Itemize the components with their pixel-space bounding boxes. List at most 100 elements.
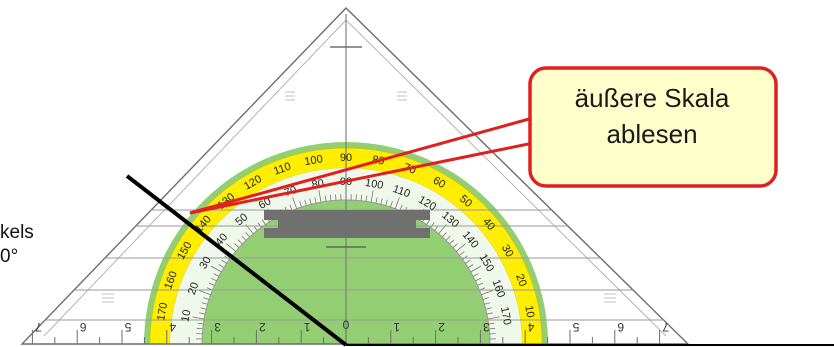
outer-scale-label: 100 (304, 153, 324, 168)
arc-tick (208, 282, 215, 286)
arc-tick (261, 219, 266, 225)
inner-scale-label: 20 (186, 281, 201, 297)
arc-tick (355, 194, 357, 201)
ruler-label: 3 (483, 320, 490, 334)
arc-tick (365, 195, 368, 202)
left-text-line-2: 0° (0, 246, 19, 267)
arc-tick (445, 235, 451, 241)
ruler-label: 0 (343, 318, 350, 332)
outer-scale-label: 170 (155, 302, 170, 322)
arc-tick (309, 198, 312, 205)
arc-tick (394, 197, 400, 209)
arc-tick (459, 251, 465, 256)
callout-box (528, 66, 778, 188)
ruler-label: 5 (124, 320, 131, 334)
arc-tick (292, 197, 298, 209)
callout-text: äußere Skala ablesen (532, 80, 772, 152)
arc-tick (211, 277, 217, 282)
arc-tick (488, 322, 495, 325)
arc-tick (475, 277, 481, 282)
arc-tick (199, 312, 206, 315)
outer-scale-label: 110 (272, 160, 293, 177)
outer-scale-label: 20 (513, 273, 528, 289)
arc-tick (370, 190, 374, 203)
arc-tick (467, 264, 474, 269)
arc-tick (472, 273, 479, 277)
arc-tick (426, 219, 431, 225)
small-marks (102, 91, 616, 303)
ruler-label: 2 (438, 320, 445, 334)
grip-bar (264, 210, 430, 238)
protractor-inner-band (170, 168, 522, 344)
outer-scale-label: 60 (431, 175, 448, 192)
arc-tick (221, 259, 227, 264)
arc-tick (329, 194, 332, 201)
inner-scale-label: 10 (179, 309, 193, 323)
ruler-labels: 7 6 5 4 3 2 1 0 1 2 3 4 5 6 7 (35, 318, 669, 334)
ruler-label: 1 (393, 320, 400, 334)
arc-tick (434, 225, 439, 231)
ruler-label: 3 (214, 320, 221, 334)
arc-tick (482, 297, 489, 300)
ruler-label: 4 (528, 320, 535, 334)
ruler-label: 6 (80, 320, 87, 334)
arc-tick (213, 273, 220, 277)
outer-scale-label: 10 (522, 305, 536, 319)
arc-tick (257, 222, 262, 228)
ruler-label: 1 (304, 320, 311, 334)
arc-tick (486, 312, 493, 315)
arc-tick (201, 302, 208, 305)
arc-tick (318, 190, 322, 203)
outer-scale-label: 30 (499, 243, 516, 260)
arc-tick (245, 232, 250, 238)
arc-tick (314, 197, 317, 204)
arc-tick (324, 195, 327, 202)
ruler-label: 7 (35, 320, 42, 334)
ruler-label: 6 (617, 320, 624, 334)
arc-tick (489, 327, 496, 330)
arc-tick (385, 199, 388, 206)
outer-scale-label: 90 (340, 152, 352, 164)
arc-tick (489, 333, 496, 335)
arc-tick (481, 290, 493, 296)
arc-tick (299, 201, 302, 208)
arc-tick (226, 243, 236, 252)
ruler-label: 4 (169, 320, 176, 334)
arc-tick (465, 259, 471, 264)
left-text-line-1: kels (0, 222, 34, 243)
inner-scale-label: 110 (391, 183, 412, 200)
ruler-label: 2 (259, 320, 266, 334)
arc-tick (452, 243, 458, 248)
inner-scale-label: 160 (490, 278, 508, 299)
arc-tick (200, 307, 207, 310)
arc-tick (449, 239, 455, 245)
arc-tick (477, 282, 484, 286)
arc-tick (241, 235, 247, 241)
arc-tick (197, 322, 204, 325)
inner-scale-label: 30 (197, 255, 214, 272)
inner-scale-label: 100 (364, 177, 384, 192)
arc-tick (335, 194, 337, 201)
arc-tick (380, 198, 383, 205)
arc-tick (192, 316, 205, 320)
ruler-ticks (31, 330, 661, 344)
callout-line-2: ablesen (606, 119, 698, 149)
ruler-label: 5 (572, 320, 579, 334)
arc-tick (196, 333, 203, 335)
outer-scale-labels: 1701601501401301201101009080706050403020… (155, 152, 536, 322)
outer-scale-label: 160 (162, 270, 180, 291)
arc-tick (484, 302, 491, 305)
angle-arm (125, 174, 348, 347)
ruler-label: 7 (662, 320, 669, 334)
arc-tick (470, 265, 482, 273)
arc-tick (237, 239, 243, 245)
arc-tick (390, 201, 393, 208)
arc-tick (253, 225, 258, 231)
arc-tick (375, 197, 378, 204)
arc-tick (360, 194, 363, 201)
arc-tick (485, 307, 492, 310)
arc-tick (304, 199, 307, 206)
arc-tick (456, 243, 466, 252)
arc-tick (210, 265, 222, 273)
